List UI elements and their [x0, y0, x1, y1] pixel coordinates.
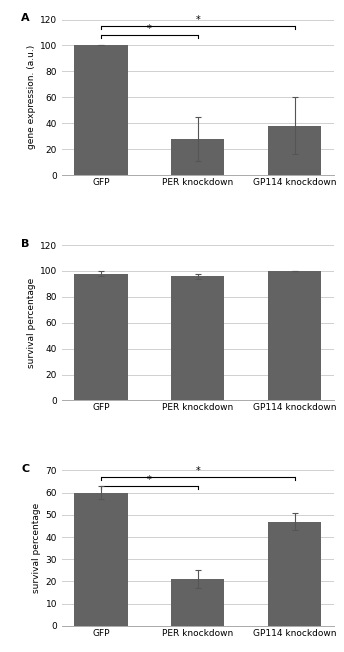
Bar	[268, 522, 321, 626]
Text: C: C	[21, 464, 29, 474]
Y-axis label: survival percentage: survival percentage	[32, 503, 41, 593]
Bar	[268, 271, 321, 400]
Text: *: *	[195, 15, 200, 25]
Bar	[268, 126, 321, 175]
Text: *: *	[147, 475, 152, 485]
Bar	[74, 493, 128, 626]
Bar	[171, 579, 224, 626]
Text: B: B	[21, 239, 30, 249]
Y-axis label: gene expression. (a.u.): gene expression. (a.u.)	[26, 45, 36, 149]
Text: A: A	[21, 13, 30, 23]
Text: *: *	[195, 466, 200, 476]
Bar	[74, 273, 128, 400]
Text: *: *	[147, 24, 152, 35]
Bar	[171, 139, 224, 175]
Bar	[171, 276, 224, 400]
Bar	[74, 46, 128, 175]
Y-axis label: survival percentage: survival percentage	[26, 278, 36, 368]
